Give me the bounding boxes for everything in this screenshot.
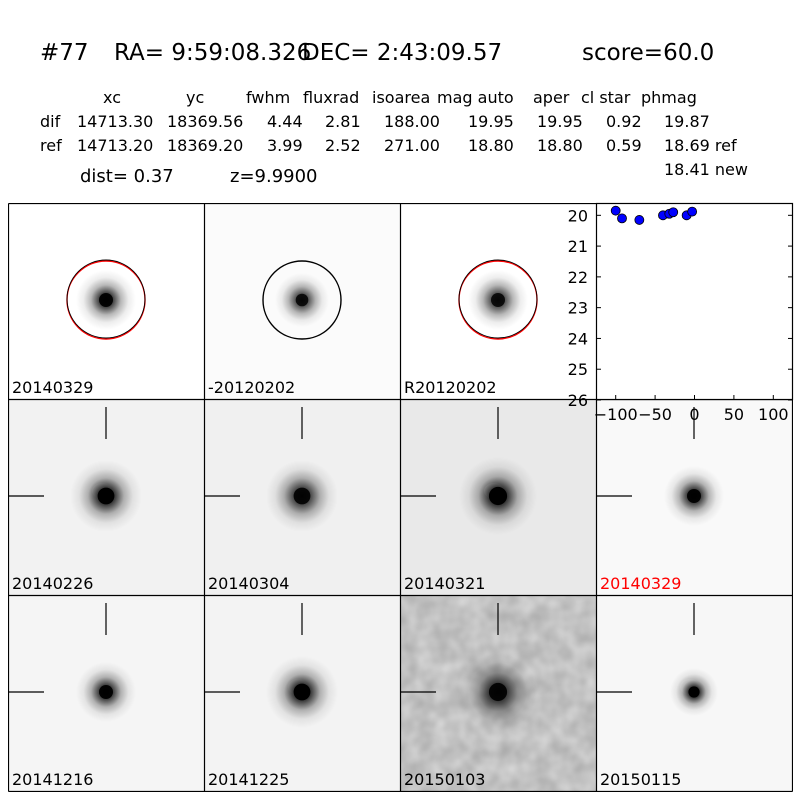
cutout-cell: 20141216 xyxy=(8,595,204,791)
y-tick-label: 25 xyxy=(568,360,588,379)
cutout-image xyxy=(204,203,400,399)
plot-frame xyxy=(595,202,794,401)
data-point xyxy=(668,207,679,218)
y-tick-label: 22 xyxy=(568,268,588,287)
x-tick-label: −50 xyxy=(638,405,672,424)
cutout-date-label: -20120202 xyxy=(208,378,296,397)
cutout-date-label: 20150103 xyxy=(404,770,486,789)
x-tick-label: 50 xyxy=(724,405,744,424)
light-curve-svg: 20 21 22 23 24 25 26 −100 −50 0 50 100 xyxy=(568,202,794,424)
table-cell: 188.00 xyxy=(384,112,440,131)
cutout-cell: -20120202 xyxy=(204,203,400,399)
table-cell: 271.00 xyxy=(384,136,440,155)
column-header: isoarea xyxy=(372,88,431,107)
table-cell: 2.52 xyxy=(325,136,361,155)
cutout-image xyxy=(400,399,596,595)
cutout-image xyxy=(400,595,596,791)
cutout-cell: 20140321 xyxy=(400,399,596,595)
table-cell: 0.92 xyxy=(606,112,642,131)
cutout-image xyxy=(8,203,204,399)
cutout-date-label: 20140329 xyxy=(600,574,682,593)
cutout-cell: 20141225 xyxy=(204,595,400,791)
table-cell: 18369.56 xyxy=(167,112,244,131)
cutout-date-label: 20140226 xyxy=(12,574,94,593)
y-tick-label: 23 xyxy=(568,299,588,318)
table-cell: 3.99 xyxy=(267,136,303,155)
cutout-image xyxy=(596,595,792,791)
cutout-cell: 20140329 xyxy=(596,399,792,595)
row-label: dif xyxy=(40,112,61,131)
cutout-cell: 20140304 xyxy=(204,399,400,595)
cutout-date-label: 20150115 xyxy=(600,770,682,789)
column-header: aper xyxy=(533,88,570,107)
ra-coordinate: RA= 9:59:08.326 xyxy=(114,40,312,66)
new-phmag: 18.41 new xyxy=(664,160,748,179)
cutout-date-label: 20140304 xyxy=(208,574,290,593)
table-cell: 18.80 xyxy=(468,136,514,155)
row-label: ref xyxy=(40,136,62,155)
cutout-date-label: 20140329 xyxy=(12,378,94,397)
y-tick-label: 20 xyxy=(568,206,588,225)
y-tick-label: 24 xyxy=(568,329,588,348)
dist-value: dist= 0.37 xyxy=(80,166,174,187)
aperture-circle xyxy=(262,260,342,340)
data-point xyxy=(610,205,621,216)
cutout-date-label: 20140321 xyxy=(404,574,486,593)
table-cell: 18369.20 xyxy=(167,136,244,155)
data-point xyxy=(634,215,645,225)
y-tick-label: 21 xyxy=(568,237,588,256)
cutout-image xyxy=(8,399,204,595)
table-cell: 2.81 xyxy=(325,112,361,131)
table-cell: 18.80 xyxy=(537,136,583,155)
x-tick-label: −100 xyxy=(594,405,638,424)
data-point xyxy=(687,206,698,217)
column-header: yc xyxy=(186,88,205,107)
column-header: fwhm xyxy=(246,88,291,107)
cutout-image xyxy=(8,595,204,791)
candidate-id: #77 xyxy=(40,40,89,66)
column-header: fluxrad xyxy=(303,88,360,107)
cutout-image xyxy=(204,595,400,791)
x-tick-label: 100 xyxy=(758,405,789,424)
table-cell: 18.69 ref xyxy=(664,136,737,155)
cutout-grid: 20140329 -20120202 R20120202 20140226 201403… xyxy=(8,203,793,792)
cutout-cell: 20140329 xyxy=(8,203,204,399)
score-value: score=60.0 xyxy=(582,40,715,66)
table-cell: 19.95 xyxy=(537,112,583,131)
cutout-image xyxy=(596,399,792,595)
cutout-image xyxy=(400,203,596,399)
dec-coordinate: DEC= 2:43:09.57 xyxy=(302,40,503,66)
table-cell: 14713.20 xyxy=(77,136,154,155)
table-cell: 19.87 xyxy=(664,112,710,131)
table-cell: 19.95 xyxy=(468,112,514,131)
cutout-cell: 20150115 xyxy=(596,595,792,791)
column-header: mag auto xyxy=(437,88,514,107)
cutout-date-label: 20141225 xyxy=(208,770,290,789)
cutout-cell: 20150103 xyxy=(400,595,596,791)
cutout-date-label: R20120202 xyxy=(404,378,497,397)
column-header: xc xyxy=(103,88,121,107)
table-cell: 0.59 xyxy=(606,136,642,155)
table-cell: 4.44 xyxy=(267,112,303,131)
cutout-date-label: 20141216 xyxy=(12,770,94,789)
cutout-image xyxy=(204,399,400,595)
cutout-cell: 20140226 xyxy=(8,399,204,595)
column-header: phmag xyxy=(641,88,697,107)
y-tick-label: 26 xyxy=(568,391,588,410)
column-header: cl star xyxy=(581,88,631,107)
cutout-cell: R20120202 xyxy=(400,203,596,399)
z-value: z=9.9900 xyxy=(230,166,318,187)
data-point xyxy=(617,213,627,224)
x-tick-label: 0 xyxy=(689,405,699,424)
table-cell: 14713.30 xyxy=(77,112,154,131)
light-curve-plot: 20 21 22 23 24 25 26 −100 −50 0 50 100 xyxy=(568,202,794,424)
